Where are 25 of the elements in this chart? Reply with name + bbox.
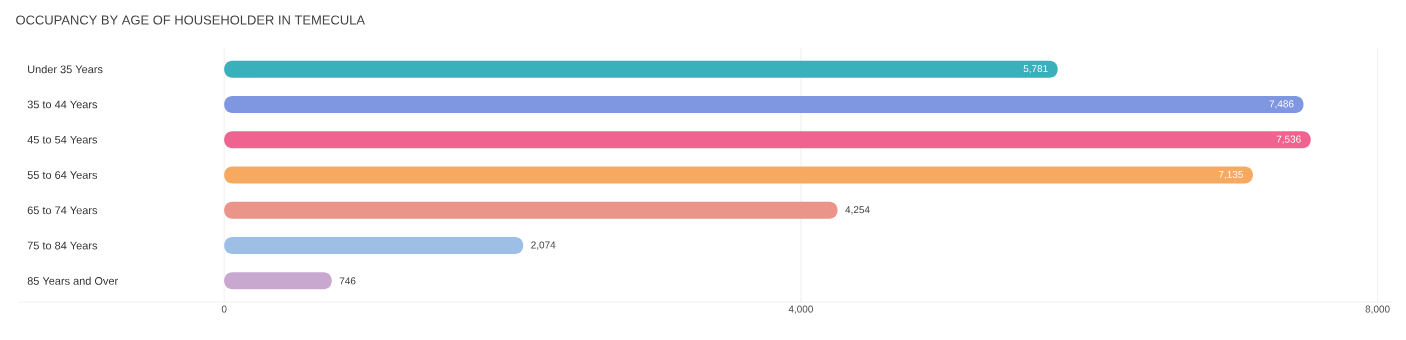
bar	[224, 166, 1253, 184]
x-tick-label: 4,000	[788, 305, 813, 314]
data-label: 7,486	[1269, 100, 1294, 109]
chart-title: OCCUPANCY BY AGE OF HOUSEHOLDER IN TEMECULA	[16, 15, 365, 25]
bar	[224, 201, 838, 219]
y-tick-label: 85 Years and Over	[27, 276, 118, 285]
bar	[224, 60, 1058, 78]
data-label: 7,536	[1276, 135, 1301, 144]
data-label: 7,135	[1218, 170, 1243, 180]
bar	[224, 131, 1311, 149]
y-tick-label: 65 to 74 Years	[27, 206, 98, 215]
data-label: 5,781	[1023, 65, 1048, 74]
x-tick-label: 0	[221, 305, 227, 313]
y-tick-label: 75 to 84 Years	[27, 241, 98, 250]
bar	[224, 272, 332, 290]
y-tick-label: 45 to 54 Years	[27, 135, 98, 144]
x-tick-label: 8,000	[1365, 305, 1390, 314]
bar	[224, 95, 1304, 113]
y-tick-label: 55 to 64 Years	[27, 171, 98, 179]
y-tick-label: 35 to 44 Years	[27, 100, 98, 109]
y-tick-label: Under 35 Years	[28, 65, 103, 74]
bar	[224, 237, 524, 255]
data-label: 4,254	[845, 206, 870, 215]
data-label: 2,074	[531, 241, 556, 250]
data-label: 746	[339, 277, 356, 285]
